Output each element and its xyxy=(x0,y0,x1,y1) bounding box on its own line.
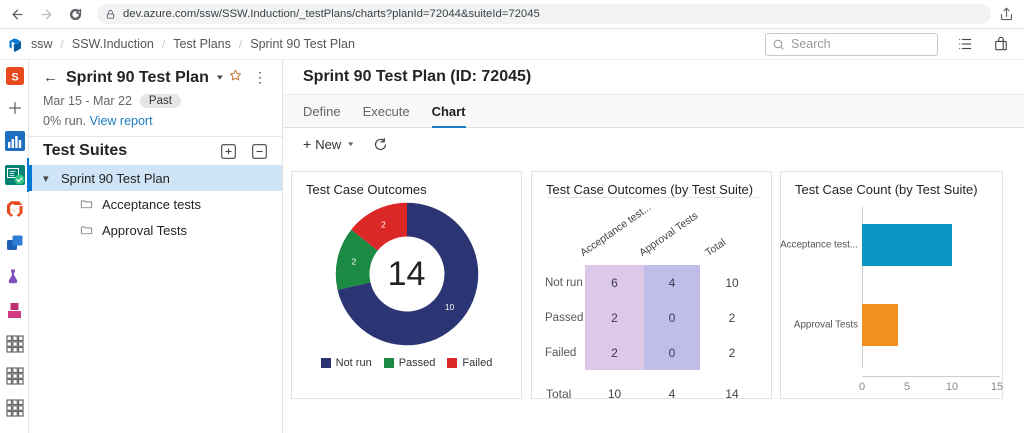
svg-text:10: 10 xyxy=(444,303,454,312)
svg-text:2: 2 xyxy=(351,257,356,266)
svg-text:S: S xyxy=(11,72,18,84)
svg-text:2: 2 xyxy=(381,221,386,230)
